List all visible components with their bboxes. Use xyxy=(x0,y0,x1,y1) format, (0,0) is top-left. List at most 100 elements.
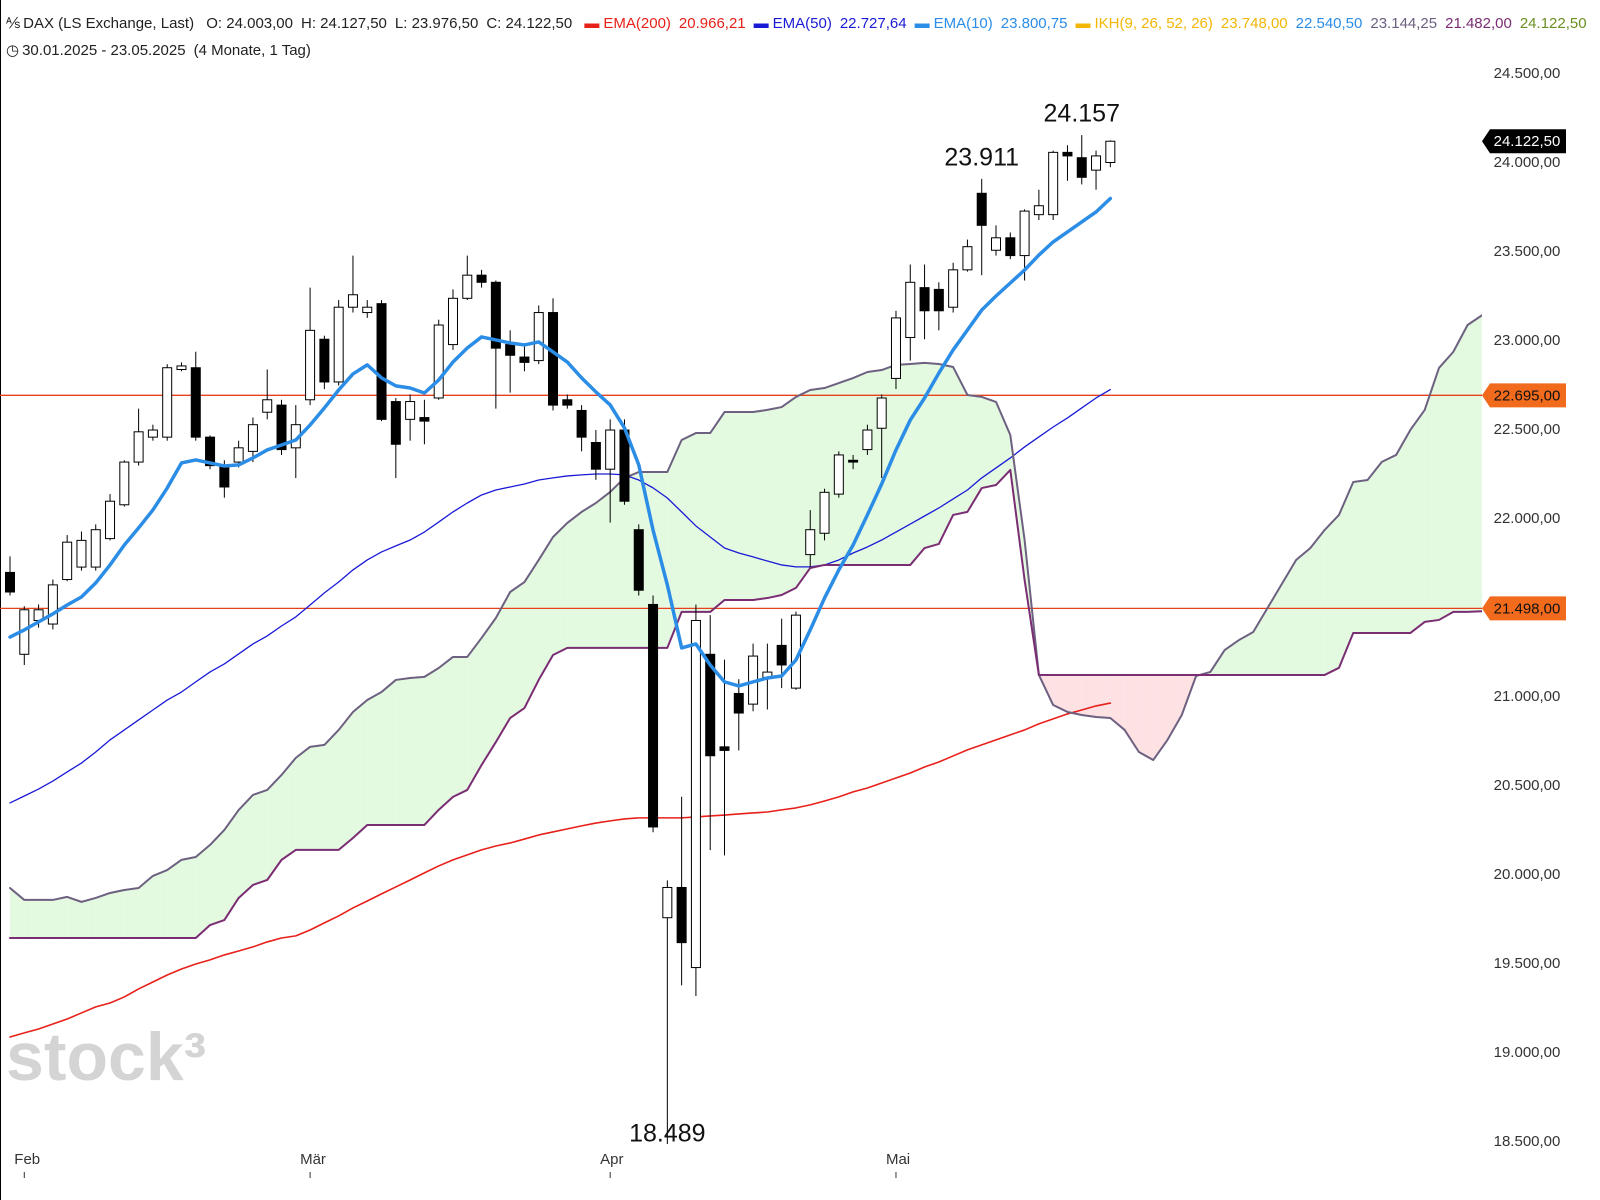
y-tick-label: 20.500,00 xyxy=(1494,777,1561,794)
cloud-fill xyxy=(381,679,396,825)
candle-body xyxy=(548,312,559,406)
ema-line xyxy=(9,702,1112,1038)
candle-body xyxy=(276,404,287,451)
y-tick-label: 21.000,00 xyxy=(1494,688,1561,705)
cloud-fill xyxy=(1081,674,1097,717)
cloud-fill xyxy=(1296,548,1311,675)
header-line-1: ⅍ DAX (LS Exchange, Last) O: 24.003,00 H: … xyxy=(6,10,1595,37)
candle-body xyxy=(505,344,516,356)
cloud-fill xyxy=(452,656,468,797)
cloud-fill xyxy=(252,789,268,885)
candle-body xyxy=(319,338,330,383)
cloud-fill xyxy=(581,503,596,648)
candle-body xyxy=(190,367,201,438)
cloud-fill xyxy=(338,711,353,850)
candle-body xyxy=(1076,157,1087,178)
candle-body xyxy=(162,367,173,438)
cloud-fill xyxy=(1353,480,1368,633)
header: ⅍ DAX (LS Exchange, Last) O: 24.003,00 H: … xyxy=(6,10,1595,64)
candle-body xyxy=(605,429,616,470)
candle-body xyxy=(62,541,73,581)
candle-body xyxy=(890,317,901,379)
candle-body xyxy=(305,329,316,401)
candle-body xyxy=(1019,210,1030,257)
candle-body xyxy=(1091,155,1102,171)
ema-line xyxy=(9,388,1111,804)
legend-value: 21.482,00 xyxy=(1445,15,1512,32)
candle-body xyxy=(948,269,959,308)
cloud-fill xyxy=(95,892,111,939)
cloud-fill xyxy=(924,362,939,549)
candle-body xyxy=(147,429,158,438)
candle-body xyxy=(1033,205,1044,216)
cloud-fill xyxy=(510,582,525,719)
annotation: 24.157 xyxy=(1044,100,1120,128)
cloud-fill xyxy=(996,401,1011,486)
candle-body xyxy=(848,459,859,463)
legend-value: 22.540,50 xyxy=(1295,15,1363,32)
legend-value: 23.144,25 xyxy=(1370,15,1438,32)
cloud-fill xyxy=(724,412,739,601)
cloud-fill xyxy=(138,875,153,939)
cloud-fill xyxy=(1124,674,1139,753)
candle-body xyxy=(1048,151,1059,216)
y-tick-label: 23.000,00 xyxy=(1494,332,1561,349)
cloud-fill xyxy=(781,396,796,596)
cloud-fill xyxy=(838,378,854,565)
cloud-fill xyxy=(1053,674,1068,712)
cloud-fill xyxy=(38,899,53,939)
x-tick-label: Feb xyxy=(14,1151,40,1168)
price-tag-label: 21.498,00 xyxy=(1494,600,1561,617)
candle-body xyxy=(490,281,501,349)
cloud-fill xyxy=(410,676,425,825)
y-tick-label: 20.000,00 xyxy=(1494,866,1561,883)
cloud-fill xyxy=(10,887,25,939)
cloud-fill xyxy=(438,656,453,810)
cloud-fill xyxy=(1067,674,1082,715)
cloud-fill xyxy=(681,433,696,612)
cloud-fill xyxy=(1424,367,1439,622)
cloud-fill xyxy=(481,617,496,766)
candle-body xyxy=(862,429,873,451)
cloud-fill xyxy=(738,412,754,601)
cloud-fill xyxy=(1381,454,1397,633)
legend-value: 23.800,75 xyxy=(1000,15,1068,32)
candle-body xyxy=(1005,237,1016,257)
plot-area xyxy=(0,135,1482,1144)
cloud-fill xyxy=(610,477,625,648)
candle-body xyxy=(476,274,487,283)
legend-swatch: ▬ xyxy=(1075,15,1091,32)
cloud-fill xyxy=(395,677,411,825)
candle-body xyxy=(176,365,187,371)
candle-body xyxy=(962,246,973,271)
legend: ▬ EMA(200) 20.966,21 ▬ EMA(50) 22.727,64 ▬ EMA(… xyxy=(584,15,1594,32)
cloud-fill xyxy=(1267,583,1282,675)
cloud-fill xyxy=(1453,325,1468,612)
y-tick-label: 24.000,00 xyxy=(1494,154,1561,171)
price-tag-label: 22.695,00 xyxy=(1494,387,1561,404)
cloud-fill xyxy=(967,394,982,512)
cloud-fill xyxy=(895,363,911,565)
legend-name: IKH(9, 26, 52, 26) xyxy=(1094,15,1213,32)
candle-body xyxy=(562,399,573,406)
cloud-fill xyxy=(110,889,125,939)
candle-body xyxy=(119,461,130,506)
price-tag xyxy=(1482,129,1566,154)
legend-value: 20.966,21 xyxy=(678,15,746,32)
cloud-fill xyxy=(567,511,582,648)
cloud-fill xyxy=(1096,674,1111,719)
cloud-fill xyxy=(1110,674,1125,730)
cloud-fill xyxy=(1310,529,1325,675)
candle-body xyxy=(776,644,787,666)
candle-body xyxy=(333,306,344,383)
cloud-fill xyxy=(767,407,782,599)
candle-body xyxy=(205,436,216,467)
legend-value: 24.122,50 xyxy=(1519,15,1587,32)
price-tag xyxy=(1482,383,1566,408)
y-tick-label: 18.500,00 xyxy=(1494,1133,1561,1150)
candle-body xyxy=(447,297,458,346)
cloud-fill xyxy=(467,637,482,790)
candle-body xyxy=(833,454,844,495)
candle-body xyxy=(419,417,430,422)
candle-body xyxy=(262,399,273,413)
